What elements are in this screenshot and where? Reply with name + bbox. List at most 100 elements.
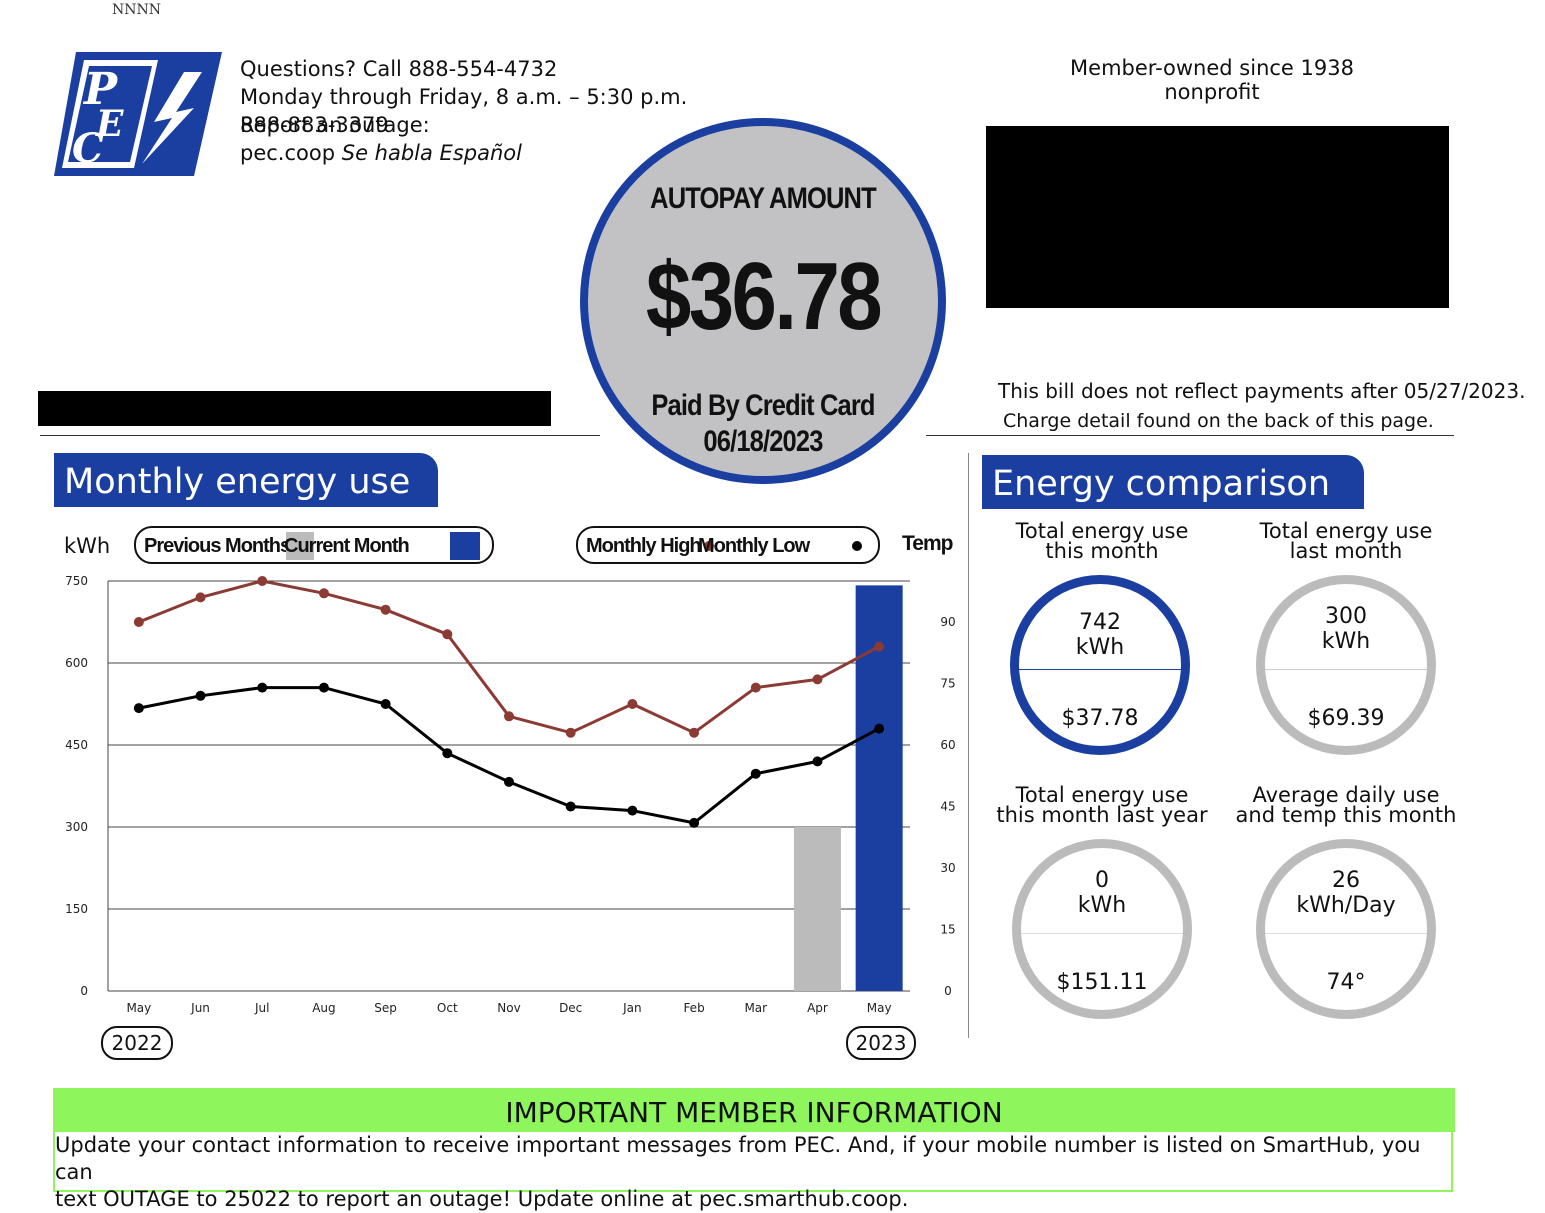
ring-cost: $37.78: [1061, 706, 1139, 731]
usage-legend: Previous Months Current Month: [134, 526, 494, 564]
legend-current-label: Current Month: [284, 535, 410, 557]
year-start-badge: 2022: [101, 1026, 173, 1060]
monthly-low-point: [627, 805, 638, 816]
y-tick-label: 750: [65, 574, 88, 588]
monthly-low-line: [138, 686, 880, 825]
payment-date: 06/18/2023: [703, 425, 823, 458]
monthly-high-point: [504, 711, 514, 722]
svg-text:P: P: [82, 64, 119, 115]
monthly-high-point: [318, 588, 329, 599]
x-tick-label: Aug: [312, 1001, 335, 1015]
monthly-high-line: [138, 579, 880, 735]
y2-tick-label: 90: [940, 615, 955, 629]
section-divider: [968, 453, 969, 1038]
monthly-low-point: [133, 703, 144, 714]
y-tick-label: 300: [65, 820, 88, 834]
ring-unit: kWh: [1077, 893, 1127, 918]
website-line: pec.coop Se habla Español: [240, 139, 687, 167]
monthly-energy-chart: 0 150 300 450 600 750 0 15 30 45 60 75 90 May Jun Jul Au…: [65, 574, 956, 1015]
monthly-low-point: [442, 748, 453, 759]
legend-previous-label: Previous Months: [144, 535, 291, 557]
tile-label-line1: Total energy use: [1015, 519, 1189, 543]
legend-high-label: Monthly High: [586, 535, 702, 557]
legend-high-marker: [704, 541, 714, 551]
important-line1: Update your contact information to recei…: [55, 1133, 1421, 1184]
ring-value: 0 kWh: [1021, 868, 1183, 918]
contact-hours: Monday through Friday, 8 a.m. – 5:30 p.m…: [240, 85, 688, 109]
usage-bar: [793, 827, 841, 991]
redacted-address-block: [986, 126, 1449, 308]
monthly-low-point: [565, 801, 576, 812]
y2-tick-label: 75: [940, 677, 955, 691]
document-code: NNNN: [112, 2, 161, 18]
svg-text:C: C: [72, 125, 104, 172]
outage-phone: 888-883-3379: [240, 113, 389, 137]
monthly-low-point: [750, 768, 761, 779]
member-info: Member-owned since 1938 nonprofit: [1010, 56, 1414, 104]
tile-label-line2: last month: [1289, 539, 1403, 563]
ring-value: 742 kWh: [1019, 610, 1181, 660]
important-info-body: Update your contact information to recei…: [53, 1130, 1453, 1211]
monthly-high-point: [689, 727, 700, 738]
legend-low-label: Monthly Low: [698, 535, 810, 557]
x-tick-label: Feb: [683, 1001, 704, 1015]
redacted-account-bar: [38, 391, 551, 426]
contact-info: Questions? Call 888-554-4732 Monday thro…: [240, 55, 687, 167]
ring-divider: [1265, 669, 1427, 670]
energy-comparison-header: Energy comparison: [982, 455, 1364, 509]
ring-unit: kWh: [1075, 635, 1125, 660]
svg-text:E: E: [95, 103, 124, 145]
divider-right: [926, 435, 1454, 436]
x-tick-label: Dec: [559, 1001, 582, 1015]
tile-label: Total energy use this month last year: [982, 783, 1222, 826]
kwh-axis-label: kWh: [64, 534, 111, 558]
bill-note-charge-detail: Charge detail found on the back of this …: [1003, 410, 1434, 432]
tile-label-line2: and temp this month: [1235, 803, 1457, 827]
y2-tick-label: 30: [940, 861, 955, 875]
contact-phone: Questions? Call 888-554-4732: [240, 57, 558, 81]
y2-tick-label: 0: [944, 984, 952, 998]
tile-label: Average daily use and temp this month: [1226, 783, 1466, 827]
monthly-high-point: [442, 629, 453, 640]
nonprofit-label: nonprofit: [1164, 80, 1260, 104]
x-tick-label: Sep: [374, 1001, 397, 1015]
ring-number: 300: [1325, 604, 1367, 629]
monthly-low-point: [504, 776, 514, 787]
usage-ring: 742 kWh $37.78: [1010, 575, 1190, 755]
website-link[interactable]: pec.coop: [240, 141, 336, 165]
x-tick-label: Jul: [254, 1001, 269, 1015]
monthly-high-point: [257, 576, 268, 586]
monthly-low-point: [195, 690, 206, 701]
monthly-high-point: [750, 682, 761, 693]
x-tick-label: Jan: [622, 1001, 642, 1015]
member-since: Member-owned since 1938: [1070, 56, 1354, 80]
monthly-high-point: [133, 617, 144, 627]
x-tick-label: Mar: [744, 1001, 767, 1015]
tile-label-line1: Average daily use: [1252, 783, 1440, 807]
temp-legend: Monthly High Monthly Low: [576, 526, 880, 564]
ring-cost: $69.39: [1307, 706, 1385, 731]
autopay-badge: AUTOPAY AMOUNT $36.78 Paid By Credit Car…: [580, 118, 946, 484]
monthly-energy-header: Monthly energy use: [54, 453, 438, 507]
tile-label-line2: this month: [1045, 539, 1159, 563]
spanish-note: Se habla Español: [341, 141, 522, 165]
temp-axis-label: Temp: [902, 532, 953, 555]
legend-low-marker: [852, 541, 862, 551]
ring-divider: [1021, 933, 1183, 934]
x-tick-label: Oct: [437, 1001, 458, 1015]
y-tick-label: 450: [65, 738, 88, 752]
ring-number: 742: [1079, 610, 1121, 635]
tile-label: Total energy use this month: [982, 519, 1222, 563]
y2-tick-label: 60: [940, 738, 955, 752]
monthly-low-point: [689, 817, 700, 828]
tile-label-line1: Total energy use: [1259, 519, 1433, 543]
y-tick-label: 0: [80, 984, 88, 998]
bill-note-payments: This bill does not reflect payments afte…: [998, 379, 1526, 403]
ring-value: 300 kWh: [1265, 604, 1427, 654]
tile-label-line1: Total energy use: [1015, 783, 1189, 807]
autopay-title: AUTOPAY AMOUNT: [650, 182, 877, 215]
usage-bar: [855, 585, 903, 991]
x-tick-label: May: [867, 1001, 892, 1015]
important-line2: text OUTAGE to 25022 to report an outage…: [55, 1187, 909, 1211]
